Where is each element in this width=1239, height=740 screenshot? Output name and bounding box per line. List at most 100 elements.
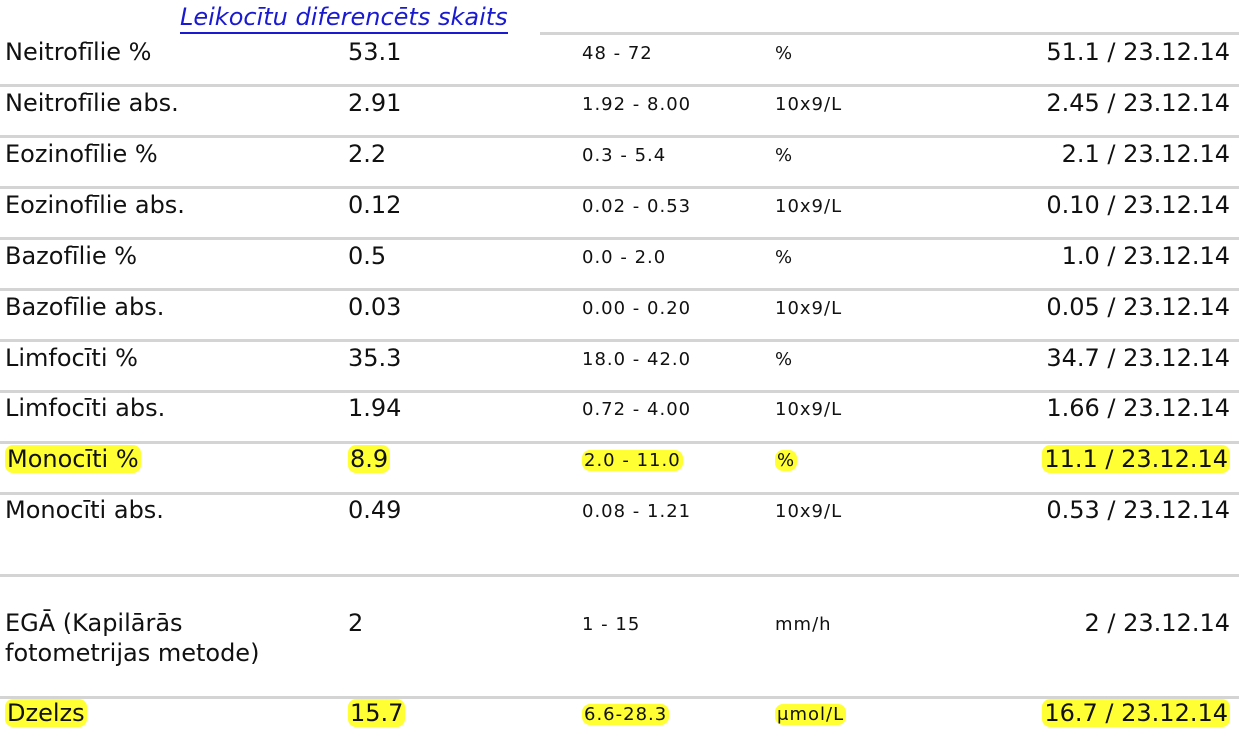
cell-text: Limfocīti abs. xyxy=(5,394,166,422)
cell-text: 2 xyxy=(348,609,364,637)
cell-unit: 10x9/L xyxy=(775,90,842,120)
cell-range: 0.3 - 5.4 xyxy=(582,141,666,171)
cell-previous: 0.05 / 23.12.14 xyxy=(1046,292,1230,322)
cell-value: 0.12 xyxy=(348,190,401,220)
cell-text: mm/h xyxy=(775,614,832,635)
cell-range: 18.0 - 42.0 xyxy=(582,345,691,375)
cell-text: 0.72 - 4.00 xyxy=(582,399,692,420)
cell-text: Limfocīti % xyxy=(5,344,138,372)
cell-previous: 0.10 / 23.12.14 xyxy=(1046,190,1230,220)
cell-text: 0.3 - 5.4 xyxy=(582,145,667,166)
section-title: Leikocītu diferencēts skaits xyxy=(180,2,508,34)
separator xyxy=(0,339,1239,342)
cell-unit: 10x9/L xyxy=(775,497,842,527)
cell-previous: 2.45 / 23.12.14 xyxy=(1046,88,1230,118)
cell-name: Monocīti % xyxy=(5,444,141,474)
cell-name: Neitrofīlie % xyxy=(5,37,151,67)
cell-text: % xyxy=(775,450,798,471)
cell-text: 1.66 / 23.12.14 xyxy=(1046,394,1230,422)
cell-text: 1 - 15 xyxy=(582,614,641,635)
cell-previous: 11.1 / 23.12.14 xyxy=(1042,444,1230,474)
cell-text: 15.7 xyxy=(348,699,406,727)
cell-text: 0.0 - 2.0 xyxy=(582,247,667,268)
cell-text: 10x9/L xyxy=(775,298,843,319)
cell-text: 2.91 xyxy=(348,89,402,117)
cell-unit: 10x9/L xyxy=(775,395,842,425)
cell-text: 0.02 - 0.53 xyxy=(582,196,692,217)
cell-value: 0.5 xyxy=(348,241,386,271)
cell-range: 48 - 72 xyxy=(582,39,653,69)
separator xyxy=(0,696,1239,699)
cell-text: 51.1 / 23.12.14 xyxy=(1046,38,1230,66)
cell-text: Neitrofīlie abs. xyxy=(5,89,179,117)
cell-text: 1.0 / 23.12.14 xyxy=(1061,242,1230,270)
cell-range: 1.92 - 8.00 xyxy=(582,90,691,120)
cell-range: 6.6-28.3 xyxy=(582,700,670,730)
cell-value: 15.7 xyxy=(348,698,406,728)
cell-text: 8.9 xyxy=(348,445,391,473)
cell-name: Bazofīlie abs. xyxy=(5,292,164,322)
separator xyxy=(0,84,1239,87)
cell-name: Eozinofīlie % xyxy=(5,139,158,169)
separator xyxy=(0,288,1239,291)
cell-unit: % xyxy=(775,345,793,375)
cell-text: 10x9/L xyxy=(775,94,843,115)
cell-unit: % xyxy=(775,243,793,273)
cell-text: 0.10 / 23.12.14 xyxy=(1046,191,1230,219)
cell-unit: % xyxy=(775,141,793,171)
cell-text: % xyxy=(775,349,794,370)
cell-text: 0.53 / 23.12.14 xyxy=(1046,496,1230,524)
cell-name: Monocīti abs. xyxy=(5,495,164,525)
cell-text: % xyxy=(775,43,794,64)
separator xyxy=(0,390,1239,393)
cell-name: Eozinofīlie abs. xyxy=(5,190,185,220)
cell-text: % xyxy=(775,247,794,268)
cell-text: 2.0 - 11.0 xyxy=(582,450,683,471)
cell-range: 2.0 - 11.0 xyxy=(582,446,683,476)
cell-value: 2.91 xyxy=(348,88,401,118)
separator xyxy=(0,574,1239,577)
cell-text: 16.7 / 23.12.14 xyxy=(1042,699,1230,727)
cell-unit: 10x9/L xyxy=(775,294,842,324)
separator xyxy=(0,135,1239,138)
cell-value: 53.1 xyxy=(348,37,401,67)
cell-text: 2.2 xyxy=(348,140,387,168)
cell-unit: % xyxy=(775,39,793,69)
cell-text: 0.08 - 1.21 xyxy=(582,501,692,522)
cell-text: EGĀ (Kapilārās fotometrijas metode) xyxy=(5,609,260,667)
cell-unit: μmol/L xyxy=(775,700,847,730)
cell-name: EGĀ (Kapilārās fotometrijas metode) xyxy=(5,608,259,668)
cell-text: 6.6-28.3 xyxy=(582,704,670,725)
cell-range: 1 - 15 xyxy=(582,610,640,640)
cell-range: 0.72 - 4.00 xyxy=(582,395,691,425)
cell-value: 0.49 xyxy=(348,495,401,525)
cell-previous: 16.7 / 23.12.14 xyxy=(1042,698,1230,728)
cell-value: 0.03 xyxy=(348,292,401,322)
cell-text: Monocīti abs. xyxy=(5,496,164,524)
cell-name: Limfocīti % xyxy=(5,343,138,373)
cell-text: 10x9/L xyxy=(775,501,843,522)
cell-unit: 10x9/L xyxy=(775,192,842,222)
cell-name: Bazofīlie % xyxy=(5,241,137,271)
cell-text: Dzelzs xyxy=(5,699,87,727)
cell-text: 0.49 xyxy=(348,496,402,524)
cell-text: 2 / 23.12.14 xyxy=(1084,609,1231,637)
cell-range: 0.0 - 2.0 xyxy=(582,243,666,273)
cell-text: 2.1 / 23.12.14 xyxy=(1061,140,1230,168)
cell-text: Eozinofīlie % xyxy=(5,140,158,168)
cell-unit: mm/h xyxy=(775,610,832,640)
cell-range: 0.08 - 1.21 xyxy=(582,497,691,527)
cell-text: 53.1 xyxy=(348,38,402,66)
cell-text: 0.12 xyxy=(348,191,402,219)
cell-value: 2 xyxy=(348,608,363,638)
separator xyxy=(0,237,1239,240)
cell-text: 10x9/L xyxy=(775,196,843,217)
cell-previous: 1.66 / 23.12.14 xyxy=(1046,393,1230,423)
cell-text: 0.5 xyxy=(348,242,387,270)
cell-value: 1.94 xyxy=(348,393,401,423)
cell-text: 48 - 72 xyxy=(582,43,653,64)
cell-text: μmol/L xyxy=(775,704,847,725)
cell-text: Bazofīlie % xyxy=(5,242,138,270)
cell-text: 0.05 / 23.12.14 xyxy=(1046,293,1230,321)
